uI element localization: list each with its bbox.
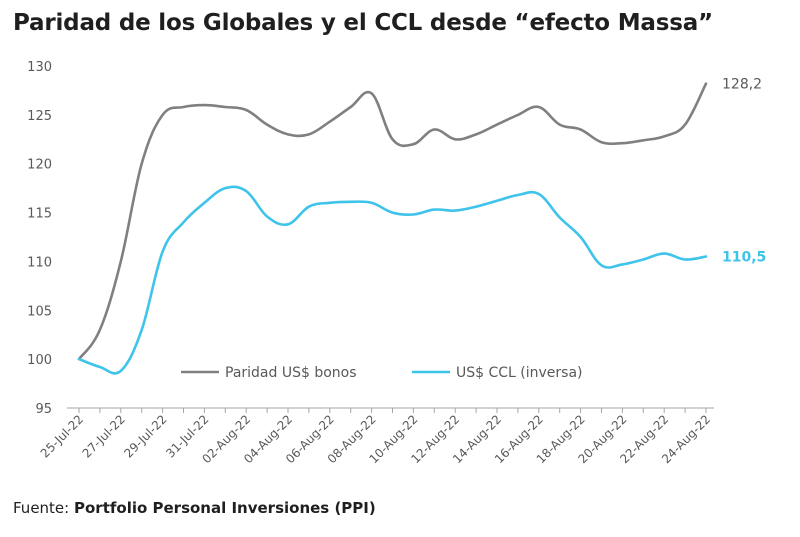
y-tick-label: 100 xyxy=(27,353,52,368)
y-tick-label: 125 xyxy=(27,109,52,124)
x-tick-label: 25-Jul-22 xyxy=(38,412,86,460)
x-tick-label: 27-Jul-22 xyxy=(80,412,128,460)
source-prefix: Fuente: xyxy=(13,499,70,517)
y-tick-label: 110 xyxy=(27,255,52,270)
y-tick-label: 130 xyxy=(27,60,52,75)
series-line-paridad xyxy=(77,82,708,361)
legend-label-paridad: Paridad US$ bonos xyxy=(225,365,357,381)
end-label-ccl: 110,5 xyxy=(722,250,766,266)
x-tick-label: 29-Jul-22 xyxy=(121,412,169,460)
end-label-paridad: 128,2 xyxy=(722,77,762,93)
series-line-ccl xyxy=(77,185,708,375)
y-tick-label: 105 xyxy=(27,304,52,319)
y-tick-label: 95 xyxy=(35,402,52,417)
y-tick-label: 115 xyxy=(27,207,52,222)
source-name: Portfolio Personal Inversiones (PPI) xyxy=(74,499,376,517)
source-note: Fuente: Portfolio Personal Inversiones (… xyxy=(13,499,376,517)
legend-label-ccl: US$ CCL (inversa) xyxy=(456,365,583,381)
chart-title: Paridad de los Globales y el CCL desde “… xyxy=(13,10,713,36)
y-tick-label: 120 xyxy=(27,158,52,173)
